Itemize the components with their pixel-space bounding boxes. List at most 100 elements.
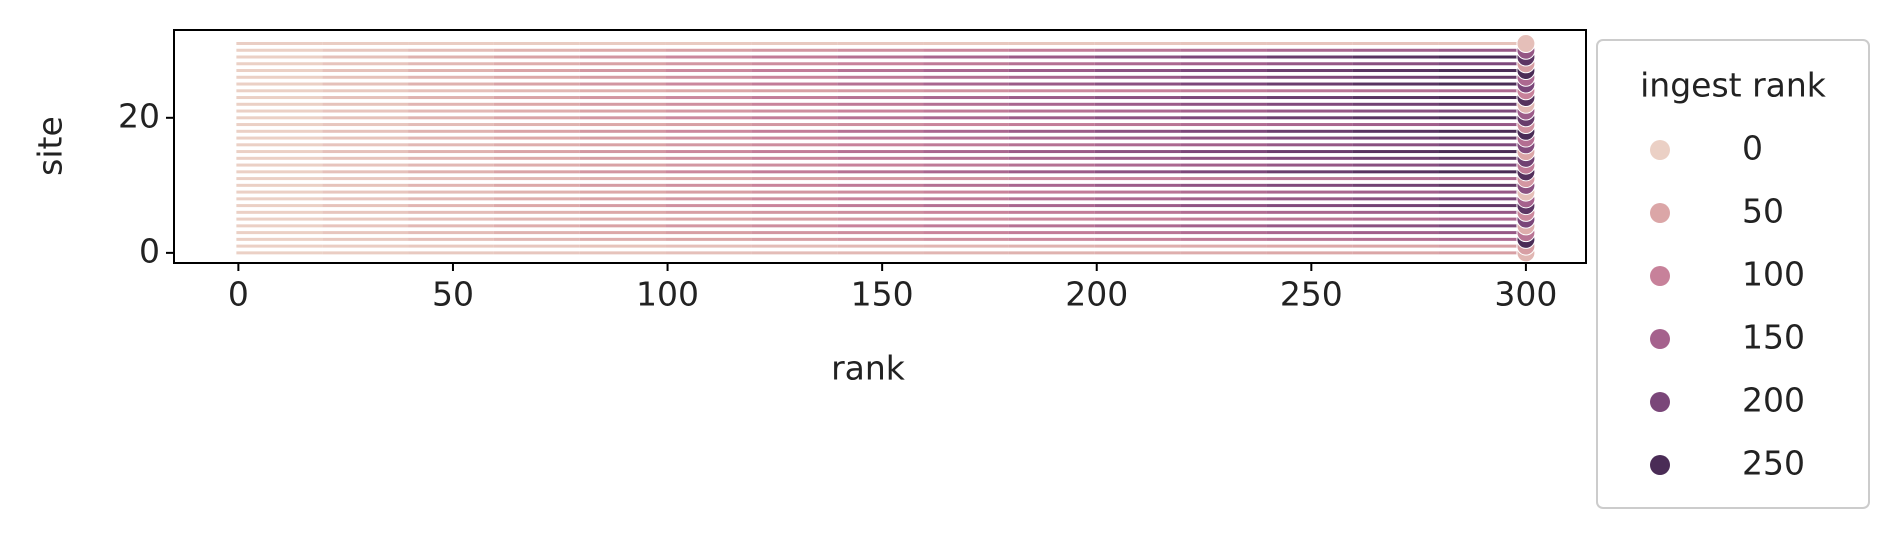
point [665, 96, 752, 100]
point [1180, 231, 1267, 235]
point [751, 136, 838, 140]
point [751, 204, 838, 208]
point [1180, 143, 1267, 147]
point [1180, 116, 1267, 120]
point [1180, 170, 1267, 174]
point [1266, 75, 1353, 79]
point [1438, 75, 1524, 79]
point [236, 204, 323, 208]
y-tick-label: 0 [139, 231, 160, 270]
point [1352, 48, 1439, 52]
point [1180, 150, 1267, 154]
point [579, 150, 666, 154]
y-axis-label: site [31, 116, 70, 176]
point [665, 190, 752, 194]
point [1266, 42, 1353, 46]
point [236, 89, 323, 93]
point [322, 109, 409, 113]
legend-label: 150 [1742, 318, 1805, 357]
point [493, 251, 580, 255]
point [923, 48, 1009, 52]
point [923, 102, 1009, 106]
point [408, 116, 494, 120]
point [665, 251, 752, 255]
point [923, 150, 1009, 154]
x-tick-label: 50 [432, 275, 474, 314]
point [837, 42, 924, 46]
point [837, 170, 924, 174]
point [665, 197, 752, 201]
point [1438, 190, 1524, 194]
point [493, 42, 580, 46]
point [923, 62, 1009, 66]
point [1094, 251, 1181, 255]
point [579, 136, 666, 140]
point [493, 170, 580, 174]
point [1266, 244, 1353, 248]
point [1352, 244, 1439, 248]
point [1008, 210, 1095, 214]
point [665, 42, 752, 46]
point [1180, 62, 1267, 66]
point [1094, 69, 1181, 73]
point [408, 96, 494, 100]
point [1094, 89, 1181, 93]
point [493, 224, 580, 228]
point [408, 204, 494, 208]
point [322, 183, 409, 187]
point [837, 143, 924, 147]
point [579, 251, 666, 255]
point [1438, 82, 1524, 86]
point [1094, 210, 1181, 214]
point [408, 136, 494, 140]
point [665, 224, 752, 228]
point [1008, 55, 1095, 59]
point [923, 204, 1009, 208]
point [1180, 55, 1267, 59]
point [579, 183, 666, 187]
point [579, 244, 666, 248]
y-tick-label: 20 [118, 96, 160, 135]
point [1008, 69, 1095, 73]
point [923, 224, 1009, 228]
point [236, 231, 323, 235]
point [1008, 156, 1095, 160]
point [322, 237, 409, 241]
point [236, 163, 323, 167]
point [1094, 48, 1181, 52]
point [1180, 102, 1267, 106]
point [1266, 89, 1353, 93]
point [751, 190, 838, 194]
point [1266, 48, 1353, 52]
point [1352, 237, 1439, 241]
point [837, 69, 924, 73]
point [665, 129, 752, 133]
point [923, 96, 1009, 100]
point [1352, 109, 1439, 113]
point [1352, 123, 1439, 127]
point [408, 156, 494, 160]
point [837, 210, 924, 214]
point [1094, 102, 1181, 106]
point [665, 102, 752, 106]
point [322, 143, 409, 147]
point [1438, 55, 1524, 59]
point [1438, 96, 1524, 100]
point [493, 75, 580, 79]
point [923, 136, 1009, 140]
point [1008, 170, 1095, 174]
point [322, 177, 409, 181]
point [1180, 177, 1267, 181]
point [751, 42, 838, 46]
point [751, 102, 838, 106]
point [1094, 55, 1181, 59]
point [322, 55, 409, 59]
point [1094, 163, 1181, 167]
point [236, 123, 323, 127]
point [493, 89, 580, 93]
point [1094, 217, 1181, 221]
point [1008, 123, 1095, 127]
point [322, 82, 409, 86]
point [1352, 136, 1439, 140]
point [408, 62, 494, 66]
